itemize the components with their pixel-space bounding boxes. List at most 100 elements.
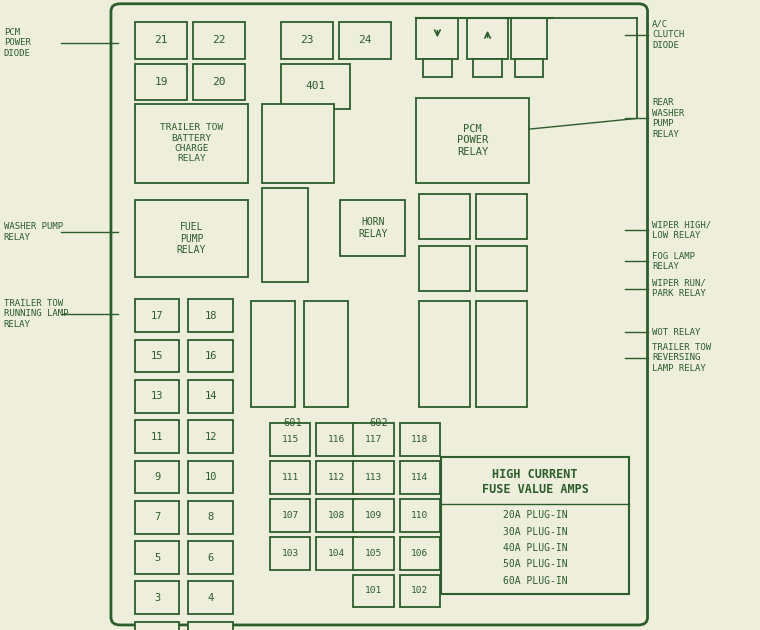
Bar <box>353 537 394 570</box>
Bar <box>188 299 233 332</box>
Bar <box>135 622 179 630</box>
Text: 109: 109 <box>365 511 382 520</box>
Bar <box>423 59 452 77</box>
Bar <box>188 581 233 614</box>
Bar <box>188 461 233 493</box>
Text: 6: 6 <box>207 553 214 563</box>
Bar <box>340 200 405 256</box>
Bar <box>476 246 527 291</box>
Text: 107: 107 <box>281 511 299 520</box>
Bar <box>281 64 350 109</box>
Bar <box>188 622 233 630</box>
Text: A/C
CLUTCH
DIODE: A/C CLUTCH DIODE <box>652 20 684 50</box>
Bar <box>193 64 245 100</box>
Bar <box>353 499 394 532</box>
Text: 16: 16 <box>204 351 217 361</box>
Text: TRAILER TOW
RUNNING LAMP
RELAY: TRAILER TOW RUNNING LAMP RELAY <box>4 299 68 329</box>
Bar <box>339 22 391 59</box>
Bar <box>416 98 529 183</box>
Bar <box>473 59 502 77</box>
Bar <box>353 575 394 607</box>
Text: 113: 113 <box>365 473 382 482</box>
Text: 17: 17 <box>151 311 163 321</box>
Text: 11: 11 <box>151 432 163 442</box>
Bar <box>270 499 310 532</box>
Text: 104: 104 <box>328 549 345 558</box>
Bar <box>270 423 310 456</box>
Bar <box>511 18 547 59</box>
Bar <box>188 380 233 413</box>
Bar <box>316 461 356 494</box>
Text: 50A PLUG-IN: 50A PLUG-IN <box>502 559 568 570</box>
Bar <box>419 246 470 291</box>
Text: 111: 111 <box>281 473 299 482</box>
Text: 112: 112 <box>328 473 345 482</box>
Bar <box>135 581 179 614</box>
Text: HIGH CURRENT
FUSE VALUE AMPS: HIGH CURRENT FUSE VALUE AMPS <box>482 468 588 496</box>
Bar <box>270 537 310 570</box>
Text: 13: 13 <box>151 391 163 401</box>
Text: 102: 102 <box>411 587 429 595</box>
Text: 103: 103 <box>281 549 299 558</box>
Bar <box>515 59 543 77</box>
Text: 24: 24 <box>358 35 372 45</box>
Bar <box>476 194 527 239</box>
Text: 22: 22 <box>212 35 226 45</box>
Bar <box>193 22 245 59</box>
Bar <box>476 301 527 407</box>
Bar <box>135 541 179 574</box>
Text: 30A PLUG-IN: 30A PLUG-IN <box>502 527 568 537</box>
Text: 10: 10 <box>204 472 217 482</box>
Bar <box>135 104 248 183</box>
Text: 7: 7 <box>154 512 160 522</box>
Text: 117: 117 <box>365 435 382 444</box>
Text: HORN
RELAY: HORN RELAY <box>358 217 388 239</box>
Bar <box>188 541 233 574</box>
Text: 14: 14 <box>204 391 217 401</box>
Text: 118: 118 <box>411 435 429 444</box>
Bar <box>135 420 179 453</box>
Text: 115: 115 <box>281 435 299 444</box>
Text: WASHER PUMP
RELAY: WASHER PUMP RELAY <box>4 222 63 241</box>
Bar <box>353 461 394 494</box>
Text: 20: 20 <box>212 77 226 87</box>
Bar <box>135 64 187 100</box>
Bar <box>135 461 179 493</box>
Text: 4: 4 <box>207 593 214 603</box>
Bar <box>400 423 440 456</box>
Text: 20A PLUG-IN: 20A PLUG-IN <box>502 510 568 520</box>
Bar <box>135 22 187 59</box>
Bar <box>135 299 179 332</box>
Text: 114: 114 <box>411 473 429 482</box>
Bar <box>400 499 440 532</box>
Text: 110: 110 <box>411 511 429 520</box>
Text: 40A PLUG-IN: 40A PLUG-IN <box>502 543 568 553</box>
Bar <box>188 420 233 453</box>
Bar <box>304 301 348 407</box>
Bar <box>419 301 470 407</box>
Bar <box>400 461 440 494</box>
Bar <box>467 18 508 59</box>
Text: 60A PLUG-IN: 60A PLUG-IN <box>502 576 568 586</box>
Bar <box>188 501 233 534</box>
Text: 19: 19 <box>154 77 168 87</box>
Bar <box>316 499 356 532</box>
Text: 602: 602 <box>369 418 388 428</box>
Bar <box>400 575 440 607</box>
Bar <box>281 22 333 59</box>
Text: 108: 108 <box>328 511 345 520</box>
Text: TRAILER TOW
BATTERY
CHARGE
RELAY: TRAILER TOW BATTERY CHARGE RELAY <box>160 123 223 163</box>
Bar <box>135 501 179 534</box>
Text: WOT RELAY: WOT RELAY <box>652 328 701 336</box>
Bar <box>135 380 179 413</box>
Bar <box>262 188 308 282</box>
Text: 3: 3 <box>154 593 160 603</box>
Text: REAR
WASHER
PUMP
RELAY: REAR WASHER PUMP RELAY <box>652 98 684 139</box>
Text: 116: 116 <box>328 435 345 444</box>
Text: WIPER RUN/
PARK RELAY: WIPER RUN/ PARK RELAY <box>652 279 706 298</box>
Bar <box>353 423 394 456</box>
Bar <box>316 423 356 456</box>
Bar <box>262 104 334 183</box>
Text: 15: 15 <box>151 351 163 361</box>
Text: 18: 18 <box>204 311 217 321</box>
